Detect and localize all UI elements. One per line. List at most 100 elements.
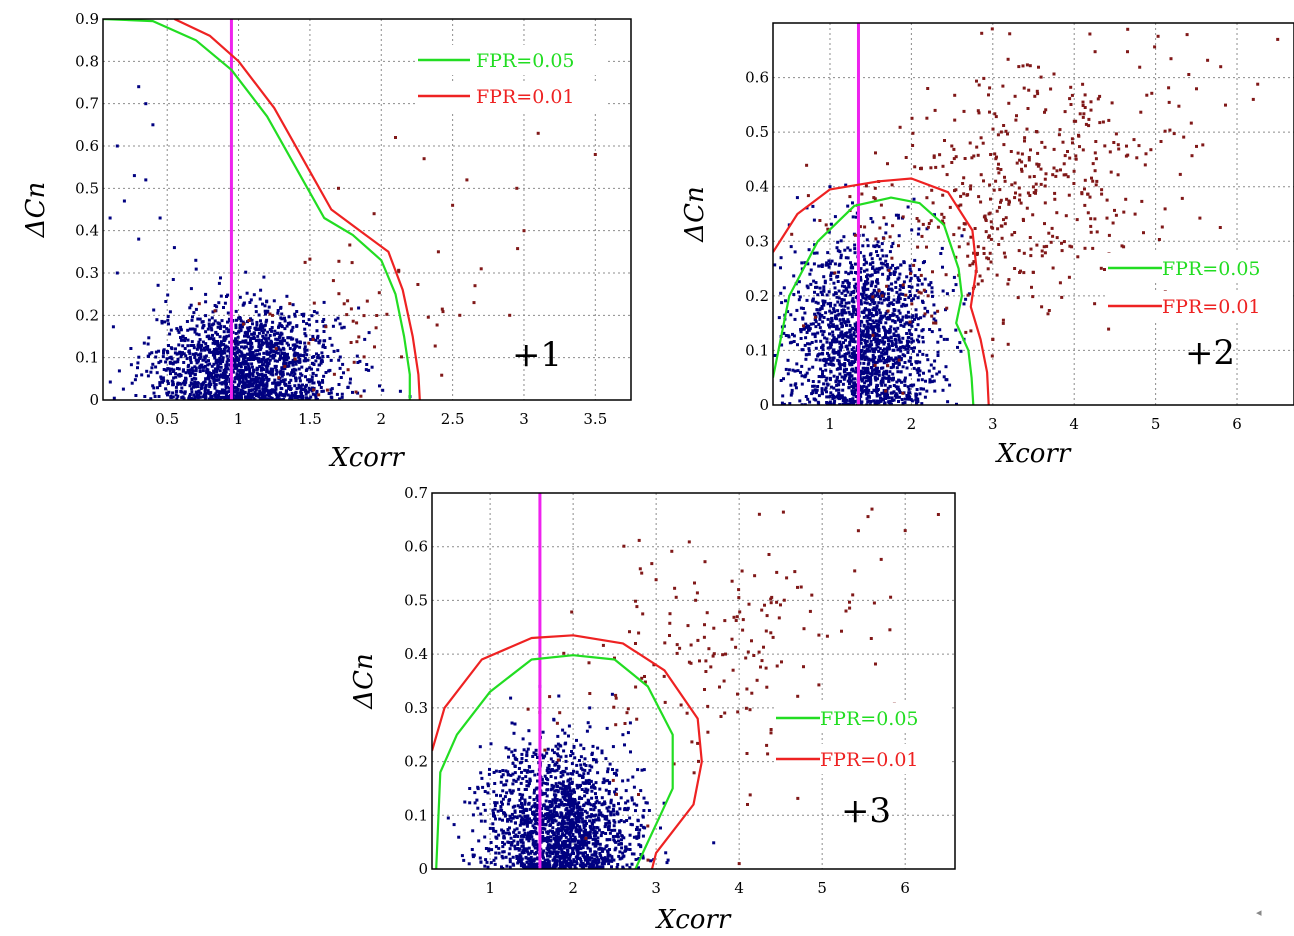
chart2-decoy-point [954, 328, 958, 332]
chart2-decoy-point [884, 321, 888, 325]
chart3-decoy-point [556, 747, 560, 751]
chart1-decoy-point [200, 344, 204, 347]
chart1-decoy-point [316, 334, 320, 338]
chart2-decoy-point [865, 238, 869, 242]
chart3-decoy-point [494, 829, 498, 833]
chart2-decoy-point [838, 355, 842, 359]
chart1-decoy-point [351, 390, 354, 394]
chart2-target-point [1107, 118, 1111, 122]
chart2-target-point [1068, 244, 1072, 248]
chart2-target-point [930, 314, 934, 318]
chart3-decoy-point [548, 813, 552, 817]
chart2-decoy-point [808, 342, 812, 346]
chart2-target-point [1083, 178, 1087, 182]
chart2-decoy-point [881, 380, 885, 384]
chart2-target-point [1003, 175, 1006, 179]
chart2-decoy-point [814, 325, 818, 329]
chart2-ylabel: ΔCn [680, 186, 710, 242]
chart2-target-point [886, 364, 890, 368]
chart1-decoy-point [248, 326, 252, 329]
chart1-decoy-point [294, 368, 298, 372]
chart2-decoy-point [907, 394, 911, 398]
chart1-decoy-point [198, 353, 202, 357]
chart2-target-point [966, 254, 970, 258]
chart2-target-point [979, 200, 983, 204]
chart1-decoy-point [260, 329, 264, 333]
chart2-decoy-point [853, 308, 857, 312]
chart2-decoy-point [815, 251, 819, 255]
chart3-decoy-point [612, 813, 616, 817]
chart2-decoy-point [859, 394, 863, 398]
chart2-decoy-point [894, 267, 898, 270]
chart2-target-point [1116, 143, 1120, 147]
chart3-decoy-point [588, 849, 592, 853]
chart1-decoy-point [257, 359, 260, 363]
chart2-decoy-point [917, 268, 921, 272]
chart2-target-point [897, 244, 900, 248]
chart2-target-point [1159, 140, 1163, 143]
chart2-target-point [871, 295, 875, 299]
chart1-decoy-point [205, 367, 209, 371]
chart2-decoy-point [824, 358, 828, 362]
chart1-decoy-point [243, 385, 247, 389]
chart2-decoy-point [792, 274, 796, 278]
chart1-decoy-point [215, 389, 219, 393]
chart2-decoy-point [838, 318, 842, 322]
chart1-decoy-point [288, 347, 292, 350]
chart2-decoy-point [914, 394, 918, 398]
chart3-decoy-point [527, 852, 531, 856]
chart3-decoy-point [521, 862, 525, 866]
chart1-decoy-point [253, 356, 257, 360]
chart2-decoy-point [923, 395, 927, 399]
chart2-decoy-point [885, 391, 889, 395]
chart2-decoy-point [804, 336, 808, 340]
chart1-decoy-point [287, 343, 290, 347]
chart2-decoy-point [869, 323, 873, 326]
chart2-decoy-point [877, 369, 881, 373]
chart2-target-point [1060, 295, 1064, 299]
chart1-decoy-point [198, 395, 202, 399]
chart2-target-point [1007, 199, 1011, 203]
chart1-decoy-point [311, 334, 315, 338]
chart1-decoy-point [169, 328, 173, 332]
chart1-decoy-point [246, 358, 250, 361]
chart1-decoy-point [190, 378, 194, 381]
chart1-decoy-point [277, 397, 281, 400]
chart2-target-point [996, 227, 1000, 231]
chart2-decoy-point [874, 319, 878, 323]
chart2-decoy-point [862, 324, 866, 328]
chart1-decoy-point [181, 351, 184, 355]
chart2-decoy-point [853, 284, 857, 288]
chart2-decoy-point [780, 343, 784, 347]
chart3-decoy-point [578, 825, 582, 829]
chart2-decoy-point [861, 288, 865, 292]
chart1-decoy-point [232, 339, 236, 343]
chart2-target-point [962, 228, 966, 232]
chart2-decoy-point [891, 391, 895, 395]
chart2-decoy-point [852, 402, 856, 405]
chart1-decoy-point [297, 355, 301, 359]
chart3-decoy-point [555, 752, 559, 756]
chart2-target-point [1156, 34, 1160, 38]
chart2-decoy-point [812, 262, 816, 266]
chart1-decoy-point [292, 370, 296, 374]
chart2-decoy-point [908, 391, 912, 395]
chart1-decoy-point [295, 340, 299, 344]
chart1-decoy-point [264, 320, 268, 324]
chart2-decoy-point [902, 260, 906, 264]
chart1-curve-fpr-005 [103, 19, 411, 400]
chart2-target-point [1080, 192, 1084, 196]
chart1-target-point [416, 283, 420, 286]
chart2-target-point [880, 294, 884, 298]
chart2-target-point [1051, 173, 1055, 177]
chart3-decoy-point [488, 826, 492, 830]
chart2-decoy-point [901, 286, 905, 289]
chart2-decoy-point [799, 330, 803, 334]
chart2-decoy-point [851, 215, 855, 219]
chart2-decoy-point [822, 302, 826, 306]
chart2-decoy-point [875, 250, 878, 254]
chart2-decoy-point [835, 326, 839, 330]
chart1-decoy-point [270, 370, 274, 374]
chart1-decoy-point [183, 390, 187, 394]
